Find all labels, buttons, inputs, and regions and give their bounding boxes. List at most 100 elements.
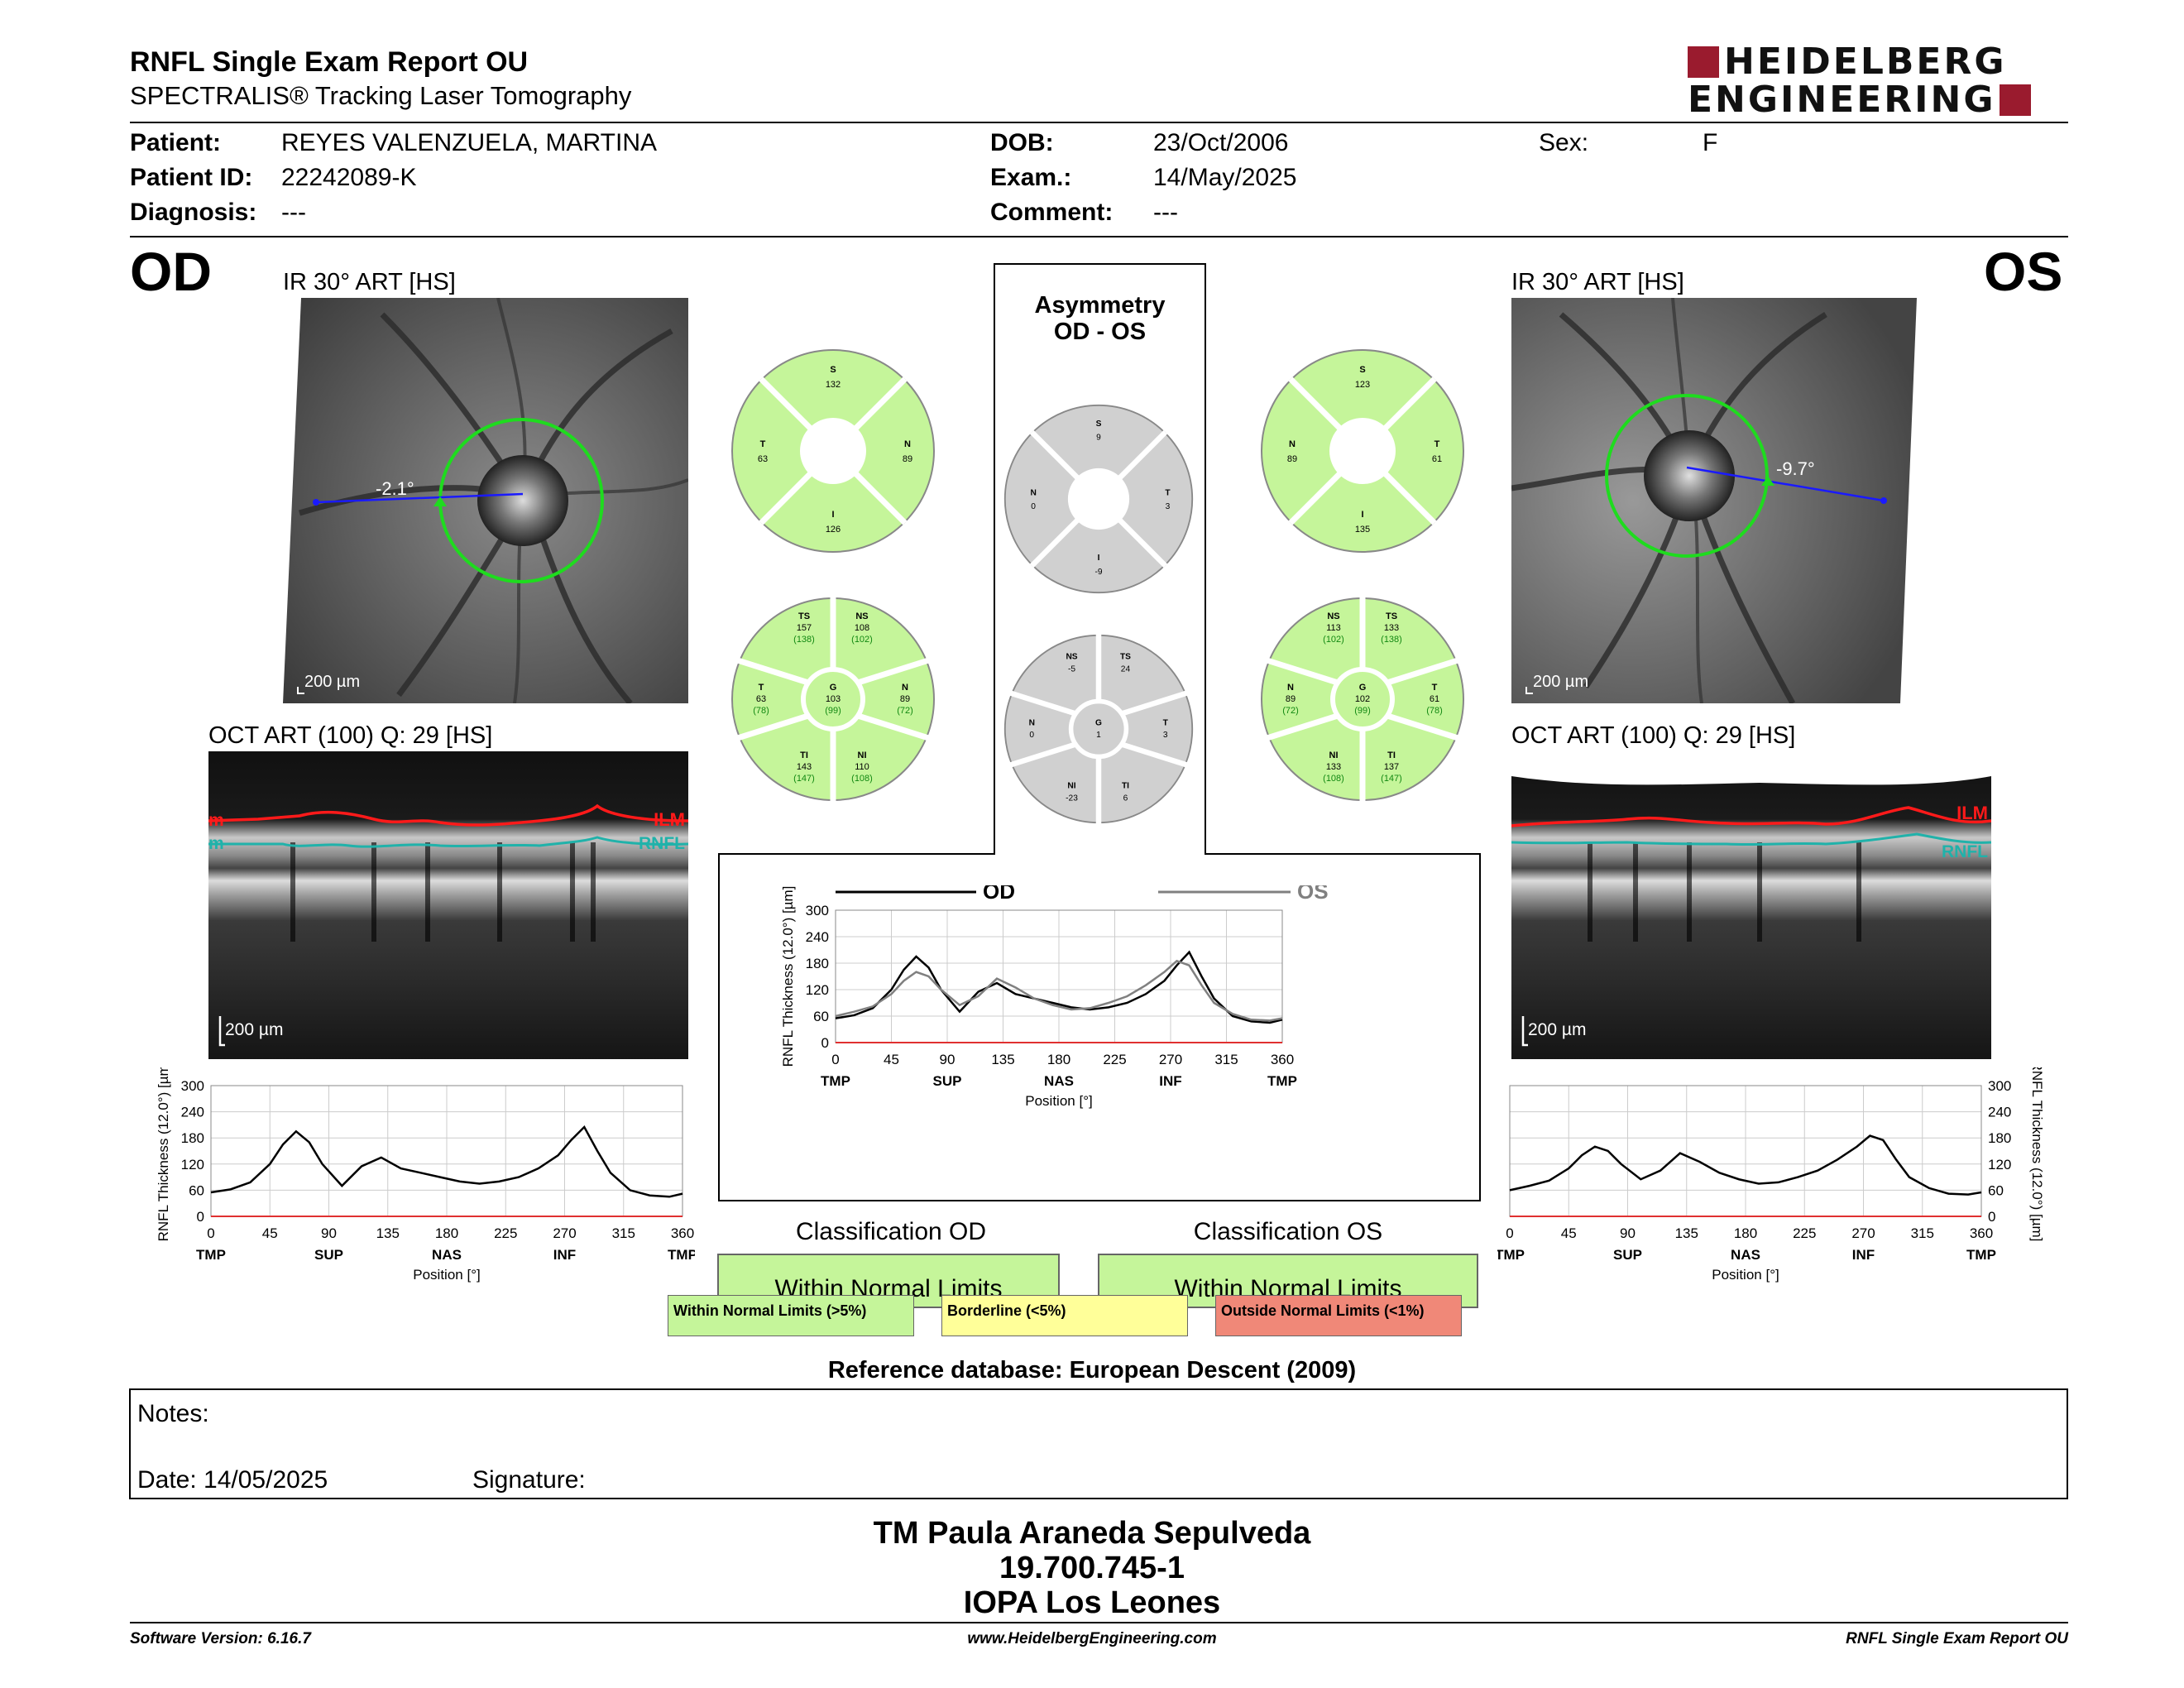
patient-name: REYES VALENZUELA, MARTINA — [281, 129, 658, 156]
x-tick-label: 135 — [991, 1052, 1014, 1067]
y-tick-label: 180 — [1988, 1130, 2011, 1146]
y-tick-label: 300 — [1988, 1078, 2011, 1094]
x-tick-label: 135 — [1675, 1225, 1698, 1241]
x-tick-label: 45 — [1561, 1225, 1577, 1241]
x-tick-label: 225 — [1103, 1052, 1126, 1067]
software-version: Software Version: 6.16.7 — [130, 1630, 311, 1647]
os-q-s: 123 — [1355, 380, 1370, 390]
asymmetry-title-line1: Asymmetry — [1034, 292, 1166, 319]
os-q-n: 89 — [1287, 454, 1297, 464]
x-tick-label: 315 — [1214, 1052, 1238, 1067]
x-axis-label: Position [°] — [1025, 1093, 1092, 1109]
y-axis-label: RNFL Thickness (12.0°) [µm] — [2029, 1067, 2045, 1241]
os-oct-caption: OCT ART (100) Q: 29 [HS] — [1511, 722, 1796, 749]
legend-outside: Outside Normal Limits (<1%) — [1215, 1295, 1462, 1336]
notes-box[interactable]: Notes: Date: 14/05/2025 Signature: — [129, 1388, 2068, 1499]
asymmetry-title-line2: OD - OS — [1053, 319, 1147, 345]
x-tick-label: 135 — [376, 1225, 400, 1241]
asym-s-t: 3 — [1163, 731, 1168, 740]
os-thickness-chart: 0 60 120 180 240 300 0 45 90 135 180 225 270 315 360 TM… — [1497, 1067, 2045, 1283]
asym-q-n-label: N — [1030, 488, 1036, 497]
asym-s-ts: 24 — [1121, 664, 1131, 674]
y-tick-label: 300 — [181, 1078, 204, 1094]
os-s-n: 89 — [1286, 694, 1296, 704]
patient-values: REYES VALENZUELA, MARTINA 22242089-K --- — [281, 129, 657, 233]
os-q-t: 61 — [1432, 454, 1442, 464]
asymmetry-title: Asymmetry OD - OS — [994, 292, 1205, 345]
region-label: TMP — [1966, 1247, 1996, 1263]
signature-block: TM Paula Araneda Sepulveda 19.700.745-1 … — [0, 1516, 2184, 1620]
patient-info: Patient: Patient ID: Diagnosis: — [130, 129, 256, 233]
x-tick-label: 90 — [321, 1225, 337, 1241]
website-link[interactable]: www.HeidelbergEngineering.com — [967, 1630, 1217, 1647]
od-ir-scale: 200 µm — [304, 673, 360, 691]
os-s-g-ref: (99) — [1354, 706, 1371, 716]
region-label: SUP — [1613, 1247, 1642, 1263]
x-tick-label: 90 — [940, 1052, 956, 1067]
asym-q-n: 0 — [1031, 502, 1036, 511]
region-label: INF — [553, 1247, 576, 1263]
region-label: INF — [1852, 1247, 1875, 1263]
asym-q-t-label: T — [1165, 488, 1171, 497]
os-oct-bscan-image: ILM RNFL 200 µm — [1511, 751, 1991, 1059]
asym-s-ts-label: TS — [1120, 653, 1131, 662]
os-ilm-label: ILM — [1956, 803, 1988, 823]
x-tick-label: 270 — [1159, 1052, 1182, 1067]
asym-sector-diagram: NS -5 TS 24 N 0 G 1 T 3 NI -23 TI 6 — [1003, 633, 1195, 825]
os-s-ns: 113 — [1326, 623, 1341, 633]
od-q-i-label: I — [831, 510, 834, 520]
od-s-t-label: T — [759, 683, 764, 693]
x-tick-label: 360 — [1970, 1225, 1993, 1241]
series-line-os — [835, 959, 1283, 1022]
report-title: RNFL Single Exam Report OU — [130, 46, 529, 78]
y-tick-label: 60 — [813, 1009, 829, 1024]
y-axis-label: RNFL Thickness (12.0°) [µm] — [156, 1067, 171, 1241]
divider — [130, 1622, 2068, 1623]
footer-report-name: RNFL Single Exam Report OU — [1846, 1630, 2068, 1647]
legend-od-label: OD — [983, 885, 1015, 904]
exam-labels: DOB: Exam.: Comment: — [990, 129, 1113, 233]
diagnosis-label: Diagnosis: — [130, 199, 257, 226]
od-oct-caption: OCT ART (100) Q: 29 [HS] — [208, 722, 493, 749]
asymmetry-thickness-chart: 0 60 120 180 240 300 0 45 90 135 180 225 270 315 360 TM… — [780, 885, 1329, 1109]
os-s-t: 61 — [1430, 694, 1439, 704]
series-line-od — [835, 950, 1283, 1024]
reference-database: Reference database: European Descent (20… — [827, 1357, 1357, 1383]
os-q-i: 135 — [1355, 525, 1370, 535]
asym-s-ni-label: NI — [1067, 781, 1075, 790]
dob-label: DOB: — [990, 129, 1054, 156]
x-tick-label: 360 — [1271, 1052, 1294, 1067]
od-oct-bscan-image: m m ILM RNFL 200 µm — [208, 751, 688, 1059]
os-oct-scale: 200 µm — [1528, 1020, 1586, 1039]
sex: F — [1703, 129, 1718, 156]
x-tick-label: 315 — [612, 1225, 635, 1241]
series-line-od — [210, 1125, 683, 1198]
asym-s-n-label: N — [1029, 718, 1035, 727]
od-s-ns-label: NS — [855, 611, 868, 621]
od-s-ni-ref: (108) — [851, 774, 873, 784]
date-label: Date: 14/05/2025 — [137, 1466, 328, 1494]
od-ilm-left-label: m — [208, 811, 224, 830]
os-q-t-label: T — [1434, 439, 1440, 449]
signer-name: TM Paula Araneda Sepulveda — [873, 1516, 1311, 1551]
asym-q-s: 9 — [1096, 434, 1101, 443]
x-tick-label: 180 — [1047, 1052, 1070, 1067]
report-subtitle: SPECTRALIS® Tracking Laser Tomography — [130, 81, 632, 110]
asym-s-ti-label: TI — [1122, 781, 1129, 790]
os-s-t-label: T — [1432, 683, 1438, 693]
os-ir-angle: -9.7° — [1776, 458, 1815, 479]
od-s-ti-label: TI — [800, 750, 808, 760]
x-tick-label: 90 — [1620, 1225, 1636, 1241]
od-q-n-label: N — [904, 439, 911, 449]
region-label: SUP — [314, 1247, 343, 1263]
asym-s-ns-label: NS — [1066, 653, 1077, 662]
patient-id: 22242089-K — [281, 164, 417, 191]
od-s-ni-label: NI — [858, 750, 867, 760]
y-tick-label: 300 — [806, 903, 829, 918]
od-q-n: 89 — [903, 454, 912, 464]
region-label: INF — [1159, 1073, 1181, 1089]
os-s-ti: 137 — [1384, 762, 1399, 772]
od-s-ts-label: TS — [798, 611, 810, 621]
x-tick-label: 0 — [1506, 1225, 1513, 1241]
logo-line2: ENGINEERING — [1688, 79, 1996, 121]
